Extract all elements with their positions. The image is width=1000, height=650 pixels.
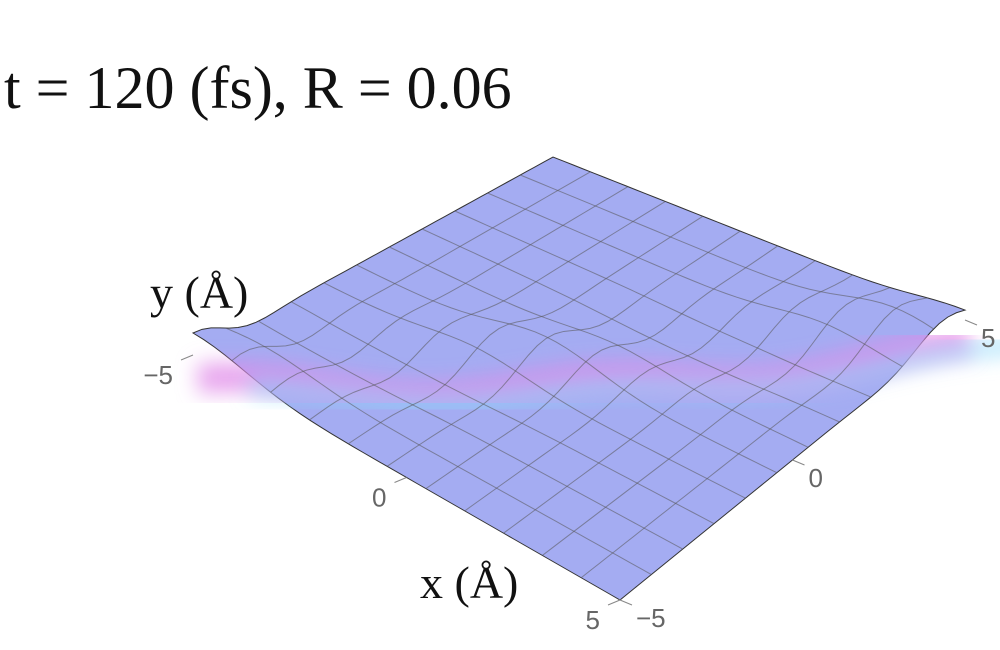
surface-ridge xyxy=(249,337,1000,413)
mesh-line xyxy=(487,192,903,367)
y-axis-label: y (Å) xyxy=(150,267,248,318)
mesh-line xyxy=(580,297,928,579)
y-tick-label: −5 xyxy=(636,603,666,633)
mesh-line xyxy=(425,245,779,490)
mesh-line xyxy=(389,246,809,448)
surface xyxy=(191,156,1000,601)
x-tick-label: 5 xyxy=(586,605,600,635)
mesh-line xyxy=(503,274,853,534)
mesh-line xyxy=(323,282,746,499)
y-tick-mark xyxy=(619,599,633,606)
mesh-line xyxy=(347,215,704,445)
mesh-line xyxy=(270,186,629,393)
y-tick-label: 0 xyxy=(809,463,823,493)
mesh-line xyxy=(258,320,683,550)
mesh-line xyxy=(464,260,816,512)
mesh-line xyxy=(520,174,934,330)
mesh-line xyxy=(309,201,666,421)
x-tick-label: −5 xyxy=(143,360,173,390)
y-tick-mark xyxy=(792,459,805,466)
mesh-line xyxy=(290,301,715,525)
y-tick-mark xyxy=(964,319,978,326)
x-tick-mark xyxy=(180,354,194,361)
mesh-line xyxy=(356,264,778,474)
y-tick-label: 5 xyxy=(981,323,995,353)
x-tick-label: 0 xyxy=(372,482,386,512)
mesh-line xyxy=(225,327,652,575)
x-tick-mark xyxy=(607,599,621,606)
mesh-line xyxy=(421,228,840,423)
mesh-line xyxy=(542,287,891,556)
mesh-line xyxy=(386,230,741,467)
x-axis-label: x (Å) xyxy=(420,557,518,608)
x-tick-mark xyxy=(394,477,407,483)
chart-title: t = 120 (fs), R = 0.06 xyxy=(4,55,512,121)
mesh-line xyxy=(454,210,872,398)
mesh-line xyxy=(231,171,591,361)
